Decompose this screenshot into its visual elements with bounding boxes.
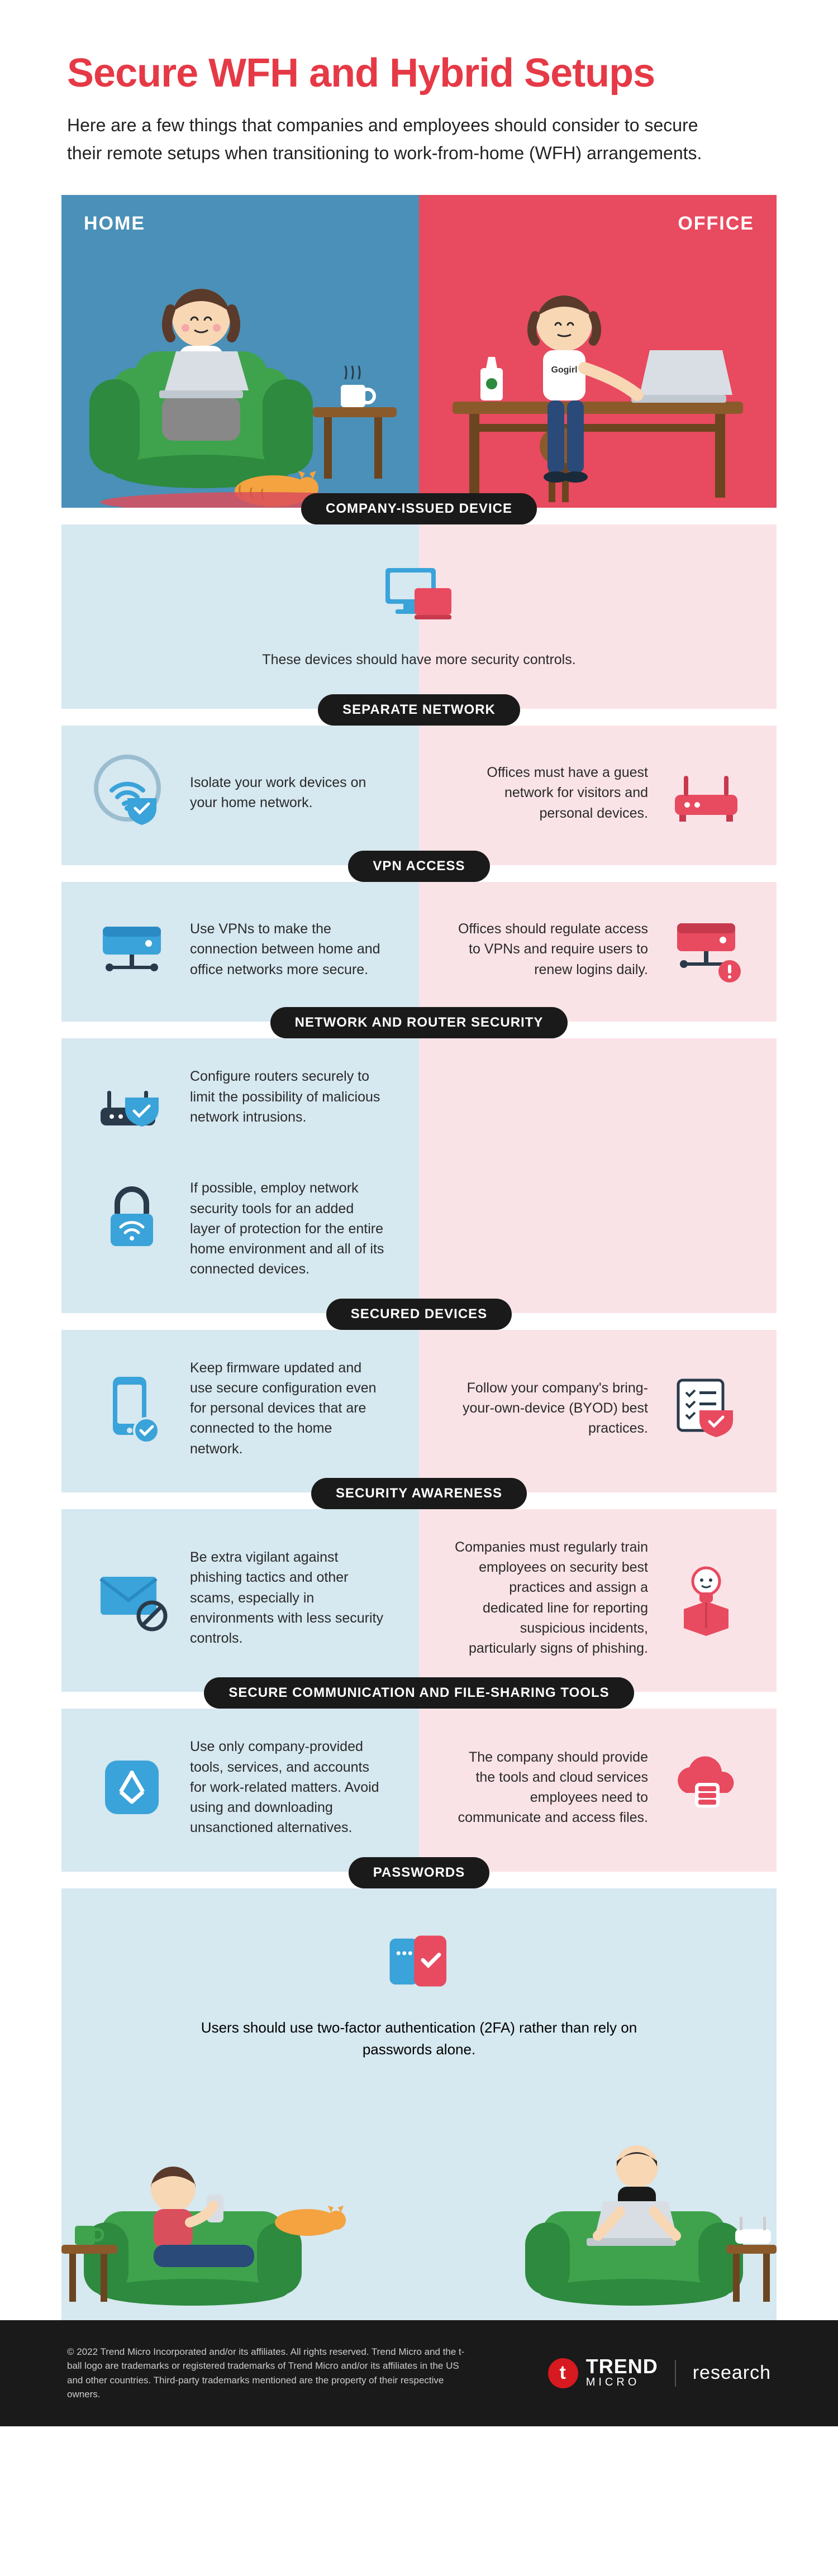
page-title: Secure WFH and Hybrid Setups	[67, 50, 771, 96]
router-text-1: Configure routers securely to limit the …	[190, 1066, 388, 1127]
server-red-icon	[667, 910, 745, 988]
aware-office-text: Companies must regularly train employees…	[450, 1537, 648, 1659]
server-blue-icon	[93, 910, 171, 988]
brand-sub: MICRO	[586, 2376, 658, 2389]
network-home-text: Isolate your work devices on your home n…	[190, 772, 388, 813]
section-comm: Use only company-provided tools, service…	[61, 1709, 777, 1871]
comm-office-text: The company should provide the tools and…	[450, 1747, 648, 1828]
brand-research: research	[693, 2362, 771, 2384]
brand-separator	[675, 2360, 676, 2387]
badge-aware: SECURITY AWARENESS	[311, 1478, 527, 1509]
router-icon	[667, 753, 745, 832]
router-office-empty-2	[419, 1178, 777, 1313]
secdev-home: Keep firmware updated and use secure con…	[61, 1330, 419, 1492]
app-icon	[93, 1748, 171, 1826]
badge-wrap-network: SEPARATE NETWORK	[0, 694, 838, 726]
network-home: Isolate your work devices on your home n…	[61, 726, 419, 865]
hero-home: HOME	[61, 195, 419, 508]
router-shield-icon	[93, 1066, 171, 1144]
brand-text: TREND MICRO	[586, 2357, 658, 2389]
badge-router: NETWORK AND ROUTER SECURITY	[270, 1007, 568, 1038]
badge-pass: PASSWORDS	[349, 1857, 490, 1888]
aware-home-text: Be extra vigilant against phishing tacti…	[190, 1547, 388, 1648]
section-router-1: Configure routers securely to limit the …	[61, 1038, 777, 1178]
hero-office: OFFICE	[419, 195, 777, 508]
router-home-1: Configure routers securely to limit the …	[61, 1038, 419, 1178]
checklist-shield-icon	[667, 1369, 745, 1447]
comm-office: The company should provide the tools and…	[419, 1709, 777, 1871]
section-passwords: Users should use two-factor authenticati…	[61, 1888, 777, 2320]
network-office: Offices must have a guest network for vi…	[419, 726, 777, 865]
training-icon	[667, 1559, 745, 1637]
two-phones-icon	[380, 1922, 458, 2000]
section-secdev: Keep firmware updated and use secure con…	[61, 1330, 777, 1492]
wifi-shield-icon	[93, 753, 171, 832]
section-network: Isolate your work devices on your home n…	[61, 726, 777, 865]
header: Secure WFH and Hybrid Setups Here are a …	[0, 0, 838, 195]
section-device: These devices should have more security …	[61, 524, 777, 709]
device-icon	[380, 558, 458, 636]
aware-home: Be extra vigilant against phishing tacti…	[61, 1509, 419, 1692]
lock-wifi-icon	[93, 1178, 171, 1256]
page-subtitle: Here are a few things that companies and…	[67, 112, 726, 167]
phone-check-icon	[93, 1369, 171, 1447]
footer: © 2022 Trend Micro Incorporated and/or i…	[0, 2320, 838, 2426]
badge-vpn: VPN ACCESS	[348, 851, 489, 882]
secdev-home-text: Keep firmware updated and use secure con…	[190, 1358, 388, 1459]
hero-home-label: HOME	[84, 213, 397, 235]
office-illustration: Gogirl	[419, 268, 777, 508]
infographic-container: Secure WFH and Hybrid Setups Here are a …	[0, 0, 838, 2426]
badge-comm: SECURE COMMUNICATION AND FILE-SHARING TO…	[204, 1677, 634, 1709]
home-illustration	[61, 268, 419, 508]
section-aware: Be extra vigilant against phishing tacti…	[61, 1509, 777, 1692]
brand-tball-icon: t	[548, 2358, 578, 2388]
hero-row: HOME	[61, 195, 777, 508]
passwords-illustration: Helvetica	[61, 2083, 777, 2317]
badge-device: COMPANY-ISSUED DEVICE	[301, 493, 537, 524]
secdev-office: Follow your company's bring-your-own-dev…	[419, 1330, 777, 1492]
vpn-home: Use VPNs to make the connection between …	[61, 882, 419, 1022]
cloud-server-icon	[667, 1748, 745, 1826]
comm-home-text: Use only company-provided tools, service…	[190, 1737, 388, 1838]
router-text-2: If possible, employ network security too…	[190, 1178, 388, 1279]
vpn-home-text: Use VPNs to make the connection between …	[190, 919, 388, 980]
svg-text:Gogirl: Gogirl	[551, 365, 577, 375]
footer-legal: © 2022 Trend Micro Incorporated and/or i…	[67, 2345, 469, 2402]
comm-home: Use only company-provided tools, service…	[61, 1709, 419, 1871]
router-home-2: If possible, employ network security too…	[61, 1178, 419, 1313]
passwords-top: Users should use two-factor authenticati…	[61, 1922, 777, 2083]
passwords-text: Users should use two-factor authenticati…	[190, 2017, 648, 2060]
network-office-text: Offices must have a guest network for vi…	[450, 762, 648, 823]
section-vpn: Use VPNs to make the connection between …	[61, 882, 777, 1022]
section-router-2: If possible, employ network security too…	[61, 1178, 777, 1313]
footer-brand: t TREND MICRO research	[548, 2357, 771, 2389]
hero-office-label: OFFICE	[441, 213, 754, 235]
badge-network: SEPARATE NETWORK	[318, 694, 520, 726]
aware-office: Companies must regularly train employees…	[419, 1509, 777, 1692]
brand-logo: t TREND MICRO	[548, 2357, 658, 2389]
vpn-office-text: Offices should regulate access to VPNs a…	[450, 919, 648, 980]
device-text: These devices should have more security …	[262, 650, 575, 670]
brand-main: TREND	[586, 2357, 658, 2376]
router-office-empty-1	[419, 1038, 777, 1178]
badge-secdev: SECURED DEVICES	[326, 1299, 512, 1330]
mail-block-icon	[93, 1559, 171, 1637]
secdev-office-text: Follow your company's bring-your-own-dev…	[450, 1378, 648, 1439]
vpn-office: Offices should regulate access to VPNs a…	[419, 882, 777, 1022]
